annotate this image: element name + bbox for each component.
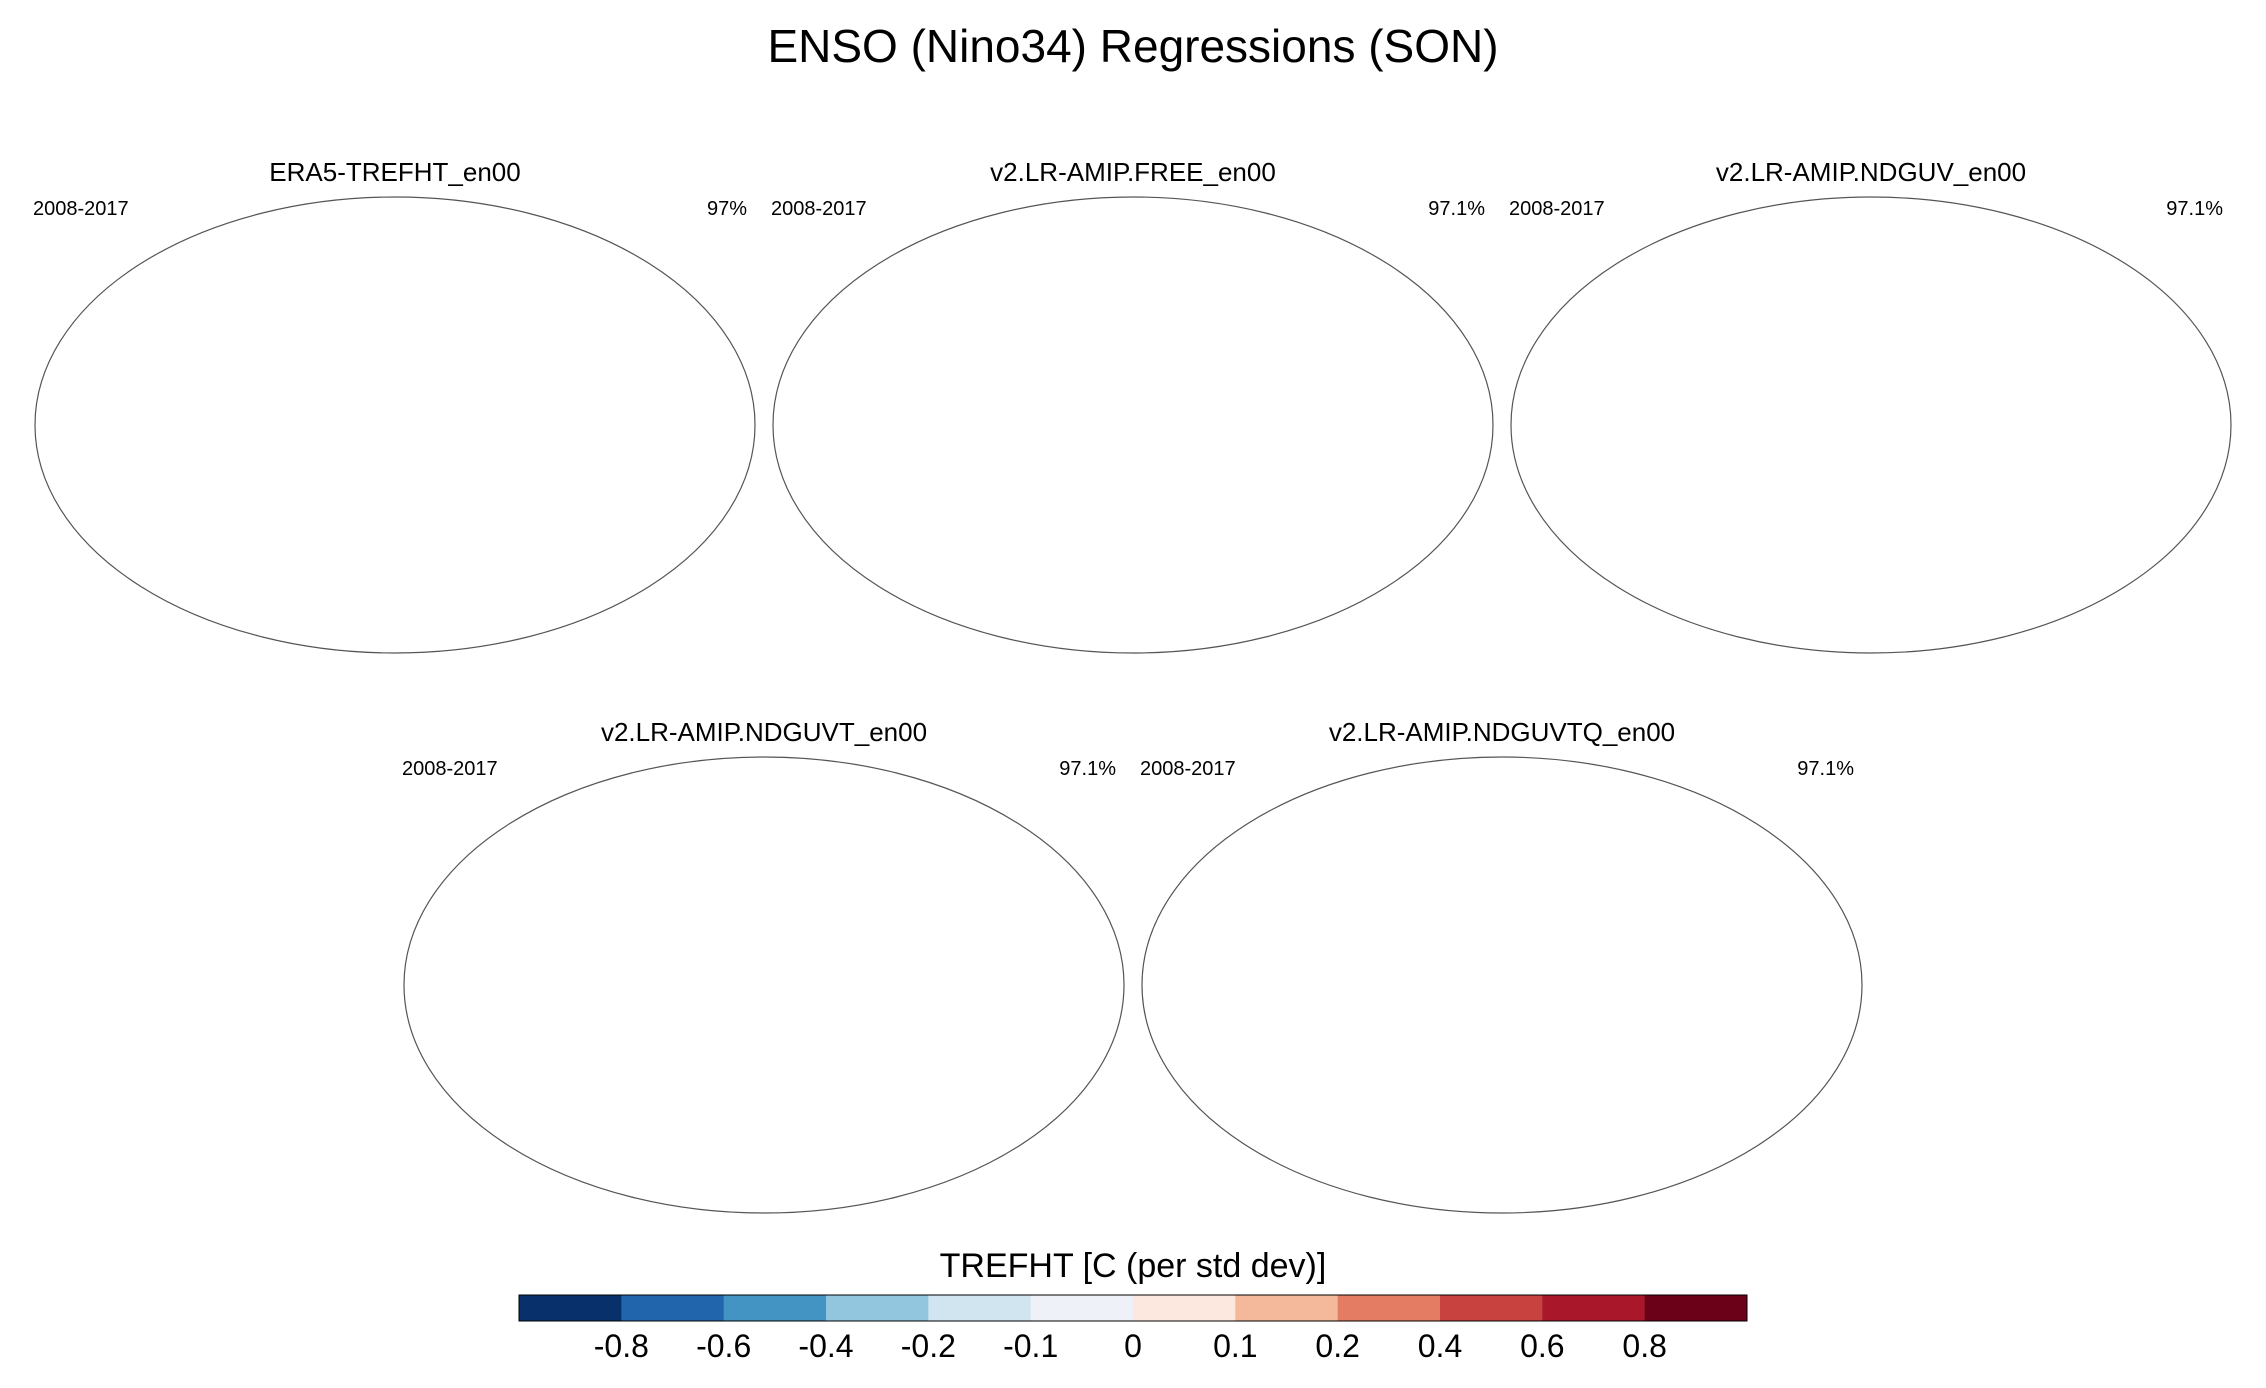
ocean-background (404, 757, 1124, 1213)
colorbar: TREFHT [C (per std dev)] -0.8 -0.6 -0.4 -0.… (518, 1247, 1748, 1364)
colorbar-box (1133, 1295, 1236, 1321)
panel-title: v2.LR-AMIP.NDGUV_en00 (1716, 157, 2026, 187)
panel-pattern-stat: 97.1% (1428, 198, 1485, 220)
stipple-dot (930, 778, 934, 782)
colorbar-box (928, 1295, 1032, 1321)
colorbar-box (621, 1295, 725, 1321)
colorbar-tick-label: -0.4 (798, 1328, 853, 1364)
panel-period: 2008-2017 (1140, 758, 1236, 780)
panel-title: ERA5-TREFHT_en00 (269, 157, 520, 187)
figure-title: ENSO (Nino34) Regressions (SON) (767, 20, 1498, 72)
colorbar-box (1440, 1295, 1543, 1321)
panel-period: 2008-2017 (33, 198, 129, 220)
panel-title: v2.LR-AMIP.FREE_en00 (990, 157, 1276, 187)
panel-title: v2.LR-AMIP.NDGUVTQ_en00 (1329, 717, 1675, 747)
ocean-background (35, 197, 755, 653)
colorbar-tick-label: 0.8 (1622, 1328, 1666, 1364)
colorbar-label: TREFHT [C (per std dev)] (940, 1247, 1327, 1285)
colorbar-ticks: -0.8 -0.6 -0.4 -0.2 -0.1 0 0.1 0.2 0.4 0.6 0.8 (594, 1328, 1667, 1364)
colorbar-box (1542, 1295, 1646, 1321)
colorbar-box (519, 1295, 622, 1321)
ocean-background (1142, 757, 1862, 1213)
ocean-background (1511, 197, 2231, 653)
panel-pattern-stat: 97.1% (1797, 758, 1854, 780)
map-panel: v2.LR-AMIP.NDGUV_en00 2008-2017 97.1% (1509, 157, 2232, 654)
map-panels: ERA5-TREFHT_en00 2008-2017 97% v2.LR-AMIP.F… (33, 157, 2232, 1214)
colorbar-box (723, 1295, 827, 1321)
colorbar-box (1644, 1295, 1748, 1321)
panel-pattern-stat: 97.1% (1059, 758, 1116, 780)
colorbar-tick-label: 0.1 (1213, 1328, 1257, 1364)
colorbar-tick-label: 0 (1124, 1328, 1142, 1364)
panel-period: 2008-2017 (1509, 198, 1605, 220)
panel-period: 2008-2017 (771, 198, 867, 220)
colorbar-tick-label: 0.6 (1520, 1328, 1564, 1364)
map-outline (1510, 196, 2232, 654)
map-panel: v2.LR-AMIP.NDGUVT_en00 2008-2017 97.1% (402, 717, 1125, 1214)
map-outline (34, 196, 756, 654)
panel-pattern-stat: 97% (707, 198, 747, 220)
colorbar-tick-label: -0.2 (901, 1328, 956, 1364)
colorbar-tick-label: -0.8 (594, 1328, 649, 1364)
colorbar-box (1030, 1295, 1134, 1321)
map-outline (1141, 756, 1863, 1214)
colorbar-frame (518, 1294, 1748, 1322)
colorbar-boxes (518, 1294, 1748, 1322)
colorbar-tick-label: 0.4 (1418, 1328, 1462, 1364)
map-outline (772, 196, 1494, 654)
colorbar-box (1235, 1295, 1339, 1321)
panel-title: v2.LR-AMIP.NDGUVT_en00 (601, 717, 927, 747)
colorbar-tick-label: -0.1 (1003, 1328, 1058, 1364)
map-panel: v2.LR-AMIP.FREE_en00 2008-2017 97.1% (771, 157, 1494, 654)
map-panel: ERA5-TREFHT_en00 2008-2017 97% (33, 157, 756, 654)
panel-period: 2008-2017 (402, 758, 498, 780)
stipple-dot (944, 778, 948, 782)
map-panel: v2.LR-AMIP.NDGUVTQ_en00 2008-2017 97.1% (1140, 717, 1863, 1214)
panel-pattern-stat: 97.1% (2166, 198, 2223, 220)
map-outline (403, 756, 1125, 1214)
ocean-background (773, 197, 1493, 653)
colorbar-tick-label: 0.2 (1315, 1328, 1359, 1364)
colorbar-box (1337, 1295, 1441, 1321)
colorbar-box (826, 1295, 929, 1321)
colorbar-tick-label: -0.6 (696, 1328, 751, 1364)
